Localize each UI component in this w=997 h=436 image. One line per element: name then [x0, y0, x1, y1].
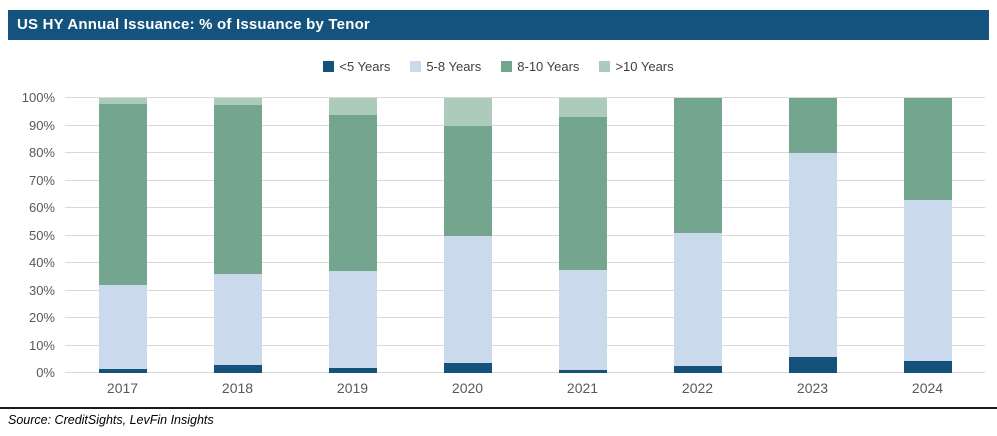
bar-column-2023	[755, 98, 870, 373]
bar-segment	[558, 269, 607, 371]
bar-segment	[788, 356, 837, 373]
stacked-bar-2024	[903, 98, 952, 373]
5-8-years-swatch	[410, 60, 422, 72]
gridline	[65, 97, 985, 98]
stacked-bar-2023	[788, 98, 837, 373]
legend-label: >10 Years	[615, 58, 674, 74]
stacked-bar-2017	[98, 98, 147, 373]
bar-segment	[213, 104, 262, 274]
source-note: Source: CreditSights, LevFin Insights	[8, 413, 214, 427]
bar-column-2019	[295, 98, 410, 373]
gridline	[65, 289, 985, 291]
bar-column-2018	[180, 98, 295, 373]
bar-segment	[328, 367, 377, 373]
bar-segment	[98, 98, 147, 104]
bar-column-2020	[410, 98, 525, 373]
bar-segment	[213, 364, 262, 373]
x-axis-tick-label: 2021	[566, 380, 599, 396]
bar-segment	[328, 271, 377, 368]
bar-segment	[98, 103, 147, 285]
y-axis-tick-label: 70%	[28, 172, 55, 188]
y-axis-tick-label: 0%	[36, 365, 55, 380]
legend-item-5-8-years: 5-8 Years	[410, 59, 481, 74]
gridline	[65, 207, 985, 208]
chart-legend: <5 Years 5-8 Years 8-10 Years >10 Years	[0, 57, 997, 75]
bar-segment	[98, 285, 147, 369]
y-axis-tick-label: 20%	[28, 310, 55, 325]
gridline	[65, 179, 985, 181]
bar-column-2021	[525, 98, 640, 373]
gridline	[65, 262, 985, 263]
legend-item-8-10-years: 8-10 Years	[501, 59, 579, 74]
chart-title: US HY Annual Issuance: % of Issuance by …	[17, 16, 370, 33]
bar-segment	[903, 360, 952, 373]
x-axis-tick-label: 2019	[336, 380, 369, 396]
bar-segment	[443, 125, 492, 236]
x-axis-tick-label: 2018	[221, 380, 254, 396]
y-axis-tick-label: 80%	[28, 145, 55, 160]
stacked-bar-2018	[213, 98, 262, 373]
lt5-years-swatch	[323, 60, 335, 72]
legend-label: <5 Years	[339, 58, 391, 74]
bar-segment	[213, 98, 262, 105]
legend-item-lt5-years: <5 Years	[323, 59, 390, 74]
bar-segment	[788, 153, 837, 357]
bar-segment	[328, 114, 377, 272]
x-axis-tick-label: 2024	[911, 380, 944, 396]
bar-segment	[558, 370, 607, 373]
y-axis-tick-label: 90%	[28, 117, 55, 133]
gridline	[65, 124, 985, 126]
bottom-divider	[0, 407, 997, 409]
x-axis-tick-label: 2023	[796, 380, 829, 396]
legend-item-gt10-years: >10 Years	[599, 58, 674, 74]
bar-segment	[558, 98, 607, 118]
y-axis-tick-label: 10%	[28, 337, 55, 353]
y-axis-tick-label: 100%	[21, 90, 55, 105]
bar-segment	[903, 98, 952, 200]
stacked-bar-2021	[558, 98, 607, 373]
y-axis-tick-label: 60%	[28, 200, 55, 215]
stacked-bar-2022	[673, 98, 722, 373]
bar-segment	[903, 199, 952, 361]
bar-segment	[558, 117, 607, 270]
stacked-bar-2019	[328, 98, 377, 373]
x-axis-tick-label: 2022	[681, 380, 714, 396]
plot-area: 0% 10% 20% 30% 40% 50% 60% 70% 80% 90% 100%	[22, 90, 985, 380]
bar-segment	[673, 366, 722, 373]
gridline	[65, 234, 985, 236]
legend-label: 8-10 Years	[517, 58, 580, 74]
y-axis-tick-label: 40%	[28, 255, 55, 270]
bar-segment	[443, 363, 492, 373]
8-10-years-swatch	[501, 60, 513, 72]
bar-column-2017	[65, 98, 180, 373]
bar-segment	[98, 368, 147, 373]
gridline	[65, 152, 985, 153]
title-bar: US HY Annual Issuance: % of Issuance by …	[8, 10, 989, 40]
y-axis-tick-label: 30%	[28, 282, 55, 298]
bar-segment	[443, 98, 492, 126]
bars-row	[65, 98, 985, 373]
gridline	[65, 372, 985, 373]
bar-column-2022	[640, 98, 755, 373]
bar-segment	[673, 232, 722, 367]
bar-segment	[328, 98, 377, 115]
gridline	[65, 317, 985, 318]
bar-segment	[788, 98, 837, 153]
stacked-bar-2020	[443, 98, 492, 373]
bar-segment	[443, 235, 492, 364]
gridline	[65, 344, 985, 346]
x-axis-tick-label: 2020	[451, 380, 484, 396]
bar-segment	[213, 274, 262, 365]
gt10-years-swatch	[599, 60, 611, 72]
legend-label: 5-8 Years	[426, 58, 482, 74]
x-axis-labels: 2017 2018 2019 2020 2021 2022 2023 2024	[65, 380, 985, 398]
bar-segment	[673, 98, 722, 233]
x-axis-tick-label: 2017	[106, 380, 139, 396]
y-axis-tick-label: 50%	[28, 227, 55, 243]
bar-column-2024	[870, 98, 985, 373]
